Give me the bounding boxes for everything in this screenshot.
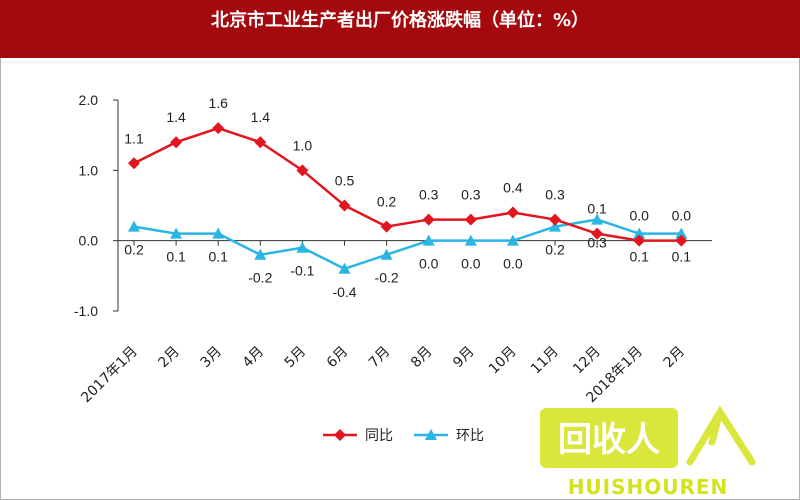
data-label-同比: 0.3 [419, 187, 439, 203]
x-tick-label: 11月 [528, 344, 562, 378]
data-label-同比: 1.1 [124, 130, 144, 146]
data-label-环比: 0.1 [629, 249, 649, 265]
data-label-环比: 0.0 [503, 256, 523, 272]
x-tick-label: 12月 [570, 344, 604, 378]
data-point-同比 [549, 213, 561, 226]
data-label-环比: 0.1 [166, 249, 186, 265]
data-label-同比: 0.5 [335, 173, 355, 189]
y-tick-label: -1.0 [74, 303, 98, 319]
data-point-同比 [675, 234, 688, 247]
data-point-环比 [591, 213, 604, 225]
data-point-环比 [128, 220, 140, 232]
data-point-同比 [170, 136, 183, 149]
x-tick-label: 8月 [408, 344, 436, 372]
data-point-环比 [633, 227, 646, 239]
x-tick-label: 4月 [240, 344, 268, 372]
legend-marker-同比 [334, 429, 346, 441]
data-label-同比: 1.0 [293, 137, 313, 153]
y-tick-label: 1.0 [79, 162, 99, 178]
data-label-环比: 0.1 [672, 249, 692, 265]
data-label-同比: 1.6 [208, 95, 228, 111]
data-label-同比: 1.4 [166, 109, 186, 125]
y-tick-label: 0.0 [79, 233, 99, 249]
data-point-环比 [296, 241, 309, 253]
legend-marker-环比 [425, 429, 437, 440]
data-point-环比 [380, 248, 393, 260]
data-label-环比: 0.0 [419, 256, 439, 272]
x-tick-label: 2017年1月 [78, 344, 141, 407]
data-label-同比: 0.3 [545, 187, 565, 203]
data-label-同比: 0.1 [587, 201, 607, 217]
data-point-环比 [170, 227, 183, 239]
x-tick-label: 6月 [324, 344, 352, 372]
watermark-logo-text: 回收人 [558, 420, 660, 460]
data-label-环比: -0.2 [248, 270, 272, 286]
data-point-同比 [633, 234, 646, 247]
data-point-同比 [422, 213, 435, 226]
legend-label-环比: 环比 [456, 428, 484, 444]
x-tick-label: 3月 [198, 344, 226, 372]
data-label-同比: 1.4 [251, 109, 271, 125]
data-label-同比: 0.4 [503, 180, 523, 196]
data-label-环比: 0.0 [461, 256, 481, 272]
data-point-同比 [338, 199, 351, 212]
data-point-同比 [128, 157, 140, 170]
watermark-logo-mark [686, 405, 756, 466]
data-label-同比: 0.2 [377, 194, 397, 210]
watermark-logo-box [540, 408, 678, 468]
x-tick-label: 10月 [486, 344, 520, 378]
data-label-同比: 0.0 [629, 208, 649, 224]
data-label-环比: 0.2 [545, 242, 565, 258]
data-point-同比 [464, 213, 477, 226]
x-tick-label: 2月 [661, 344, 689, 372]
y-tick-label: 2.0 [79, 92, 99, 108]
data-point-环比 [254, 248, 267, 260]
data-label-环比: -0.4 [332, 284, 356, 300]
data-label-环比: -0.2 [375, 270, 399, 286]
data-label-环比: 0.3 [587, 235, 607, 251]
chart-title: 北京市工业生产者出厂价格涨跌幅（单位：%） [210, 10, 590, 31]
data-label-环比: 0.1 [208, 249, 228, 265]
data-point-环比 [338, 262, 351, 274]
series-line-同比 [133, 126, 682, 242]
legend-label-同比: 同比 [365, 428, 393, 444]
data-point-同比 [212, 122, 225, 135]
data-point-同比 [591, 227, 604, 240]
series-line-环比 [133, 218, 682, 271]
data-point-同比 [254, 136, 267, 149]
data-point-同比 [296, 164, 309, 177]
data-point-环比 [549, 220, 561, 232]
data-point-环比 [212, 227, 225, 239]
data-point-环比 [675, 227, 688, 239]
x-tick-label: 2月 [155, 344, 183, 372]
data-point-环比 [464, 234, 477, 246]
data-point-同比 [506, 206, 519, 219]
x-tick-label: 7月 [366, 344, 394, 372]
data-point-同比 [380, 220, 393, 233]
data-label-同比: 0.3 [461, 187, 481, 203]
x-tick-label: 9月 [450, 344, 478, 372]
data-label-环比: -0.1 [290, 263, 314, 279]
data-point-环比 [506, 234, 519, 246]
data-point-环比 [422, 234, 435, 246]
data-label-环比: 0.2 [124, 242, 144, 258]
x-tick-label: 5月 [282, 344, 310, 372]
data-label-同比: 0.0 [672, 208, 692, 224]
watermark-text: HUISHOUREN [568, 475, 729, 499]
title-bar [0, 0, 800, 58]
